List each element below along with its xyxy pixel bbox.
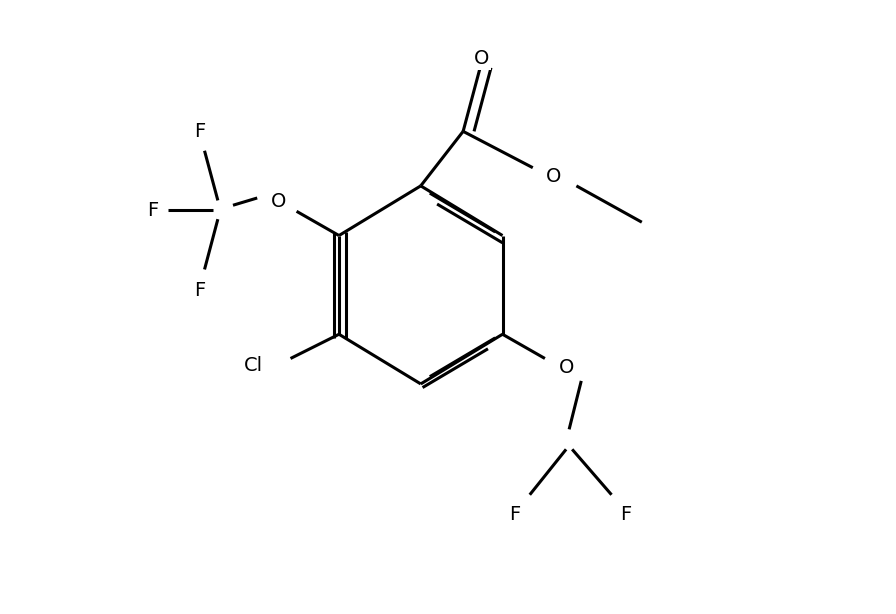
Text: F: F (620, 505, 631, 524)
Text: F: F (509, 505, 521, 524)
Text: O: O (558, 358, 573, 377)
Text: O: O (547, 167, 562, 186)
Text: F: F (194, 122, 205, 141)
Text: O: O (474, 49, 489, 68)
Text: Cl: Cl (244, 356, 263, 375)
Text: F: F (194, 281, 205, 300)
Text: F: F (147, 201, 158, 220)
Text: O: O (271, 192, 286, 211)
